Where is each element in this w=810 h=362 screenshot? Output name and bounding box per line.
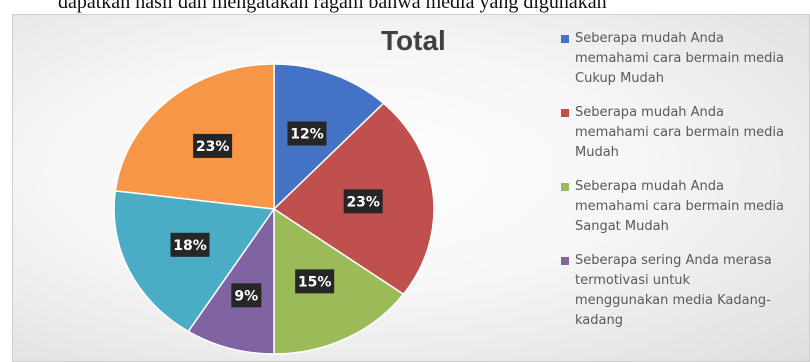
data-label-text: 12% — [290, 127, 324, 143]
data-label-text: 18% — [173, 238, 207, 254]
chart-title: Total — [381, 25, 446, 56]
pie-data-label: 18% — [170, 232, 210, 257]
data-label-box — [193, 133, 233, 158]
legend-label: Seberapa mudah Anda memahami cara bermai… — [575, 105, 784, 160]
caption-fragment: dapatkan hasil dan mengatakan ragam bahw… — [58, 0, 607, 13]
chart-area: Total 12% 23% 15% 9% 18% 23% Seberapa mudah A… — [12, 14, 810, 362]
caption-crop: dapatkan hasil dan mengatakan ragam bahw… — [0, 0, 810, 14]
pie-slice — [187, 206, 275, 355]
data-label-text: 23% — [346, 194, 380, 210]
pie-slice — [273, 63, 385, 211]
data-label-text: 15% — [298, 274, 332, 290]
data-label-box — [343, 189, 383, 214]
data-label-text: 23% — [196, 139, 230, 155]
legend-label: Seberapa mudah Anda memahami cara bermai… — [575, 31, 784, 86]
pie-slice — [113, 189, 276, 333]
pie-data-label: 23% — [343, 189, 383, 214]
legend-item-mudah: Seberapa mudah Anda memahami cara bermai… — [559, 103, 809, 163]
pie-slice — [273, 207, 405, 355]
pie-data-label: 9% — [231, 283, 262, 308]
legend-swatch-icon — [561, 257, 569, 265]
pie-data-label: 15% — [295, 269, 335, 294]
legend-swatch-icon — [561, 183, 569, 191]
legend-swatch-icon — [561, 109, 569, 117]
legend-item-cukup-mudah: Seberapa mudah Anda memahami cara bermai… — [559, 29, 809, 89]
data-label-box — [295, 269, 335, 294]
legend-label: Seberapa mudah Anda memahami cara bermai… — [575, 179, 784, 234]
pie-chart: 12% 23% 15% 9% 18% 23% — [113, 63, 435, 355]
data-label-box — [231, 283, 262, 308]
data-label-box — [287, 121, 327, 146]
legend-label: Seberapa sering Anda merasa termotivasi … — [575, 253, 772, 328]
legend-item-sangat-mudah: Seberapa mudah Anda memahami cara bermai… — [559, 177, 809, 237]
data-label-box — [170, 232, 210, 257]
pie-data-label: 23% — [193, 133, 233, 158]
data-label-text: 9% — [234, 288, 258, 304]
legend: Seberapa mudah Anda memahami cara bermai… — [559, 29, 809, 331]
legend-item-kadang-kadang: Seberapa sering Anda merasa termotivasi … — [559, 251, 809, 331]
pie-data-label: 12% — [287, 121, 327, 146]
legend-swatch-icon — [561, 35, 569, 43]
